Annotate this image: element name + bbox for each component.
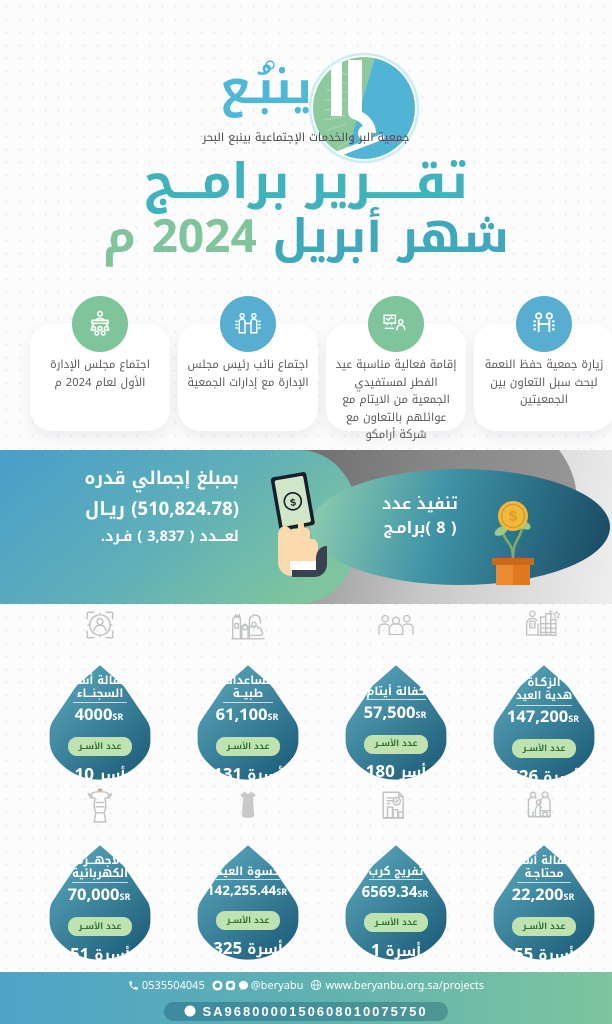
svg-text:SR: SR <box>529 622 536 628</box>
svg-text:ينبُـع: ينبُـع <box>220 45 312 132</box>
svg-text:$: $ <box>509 508 518 525</box>
